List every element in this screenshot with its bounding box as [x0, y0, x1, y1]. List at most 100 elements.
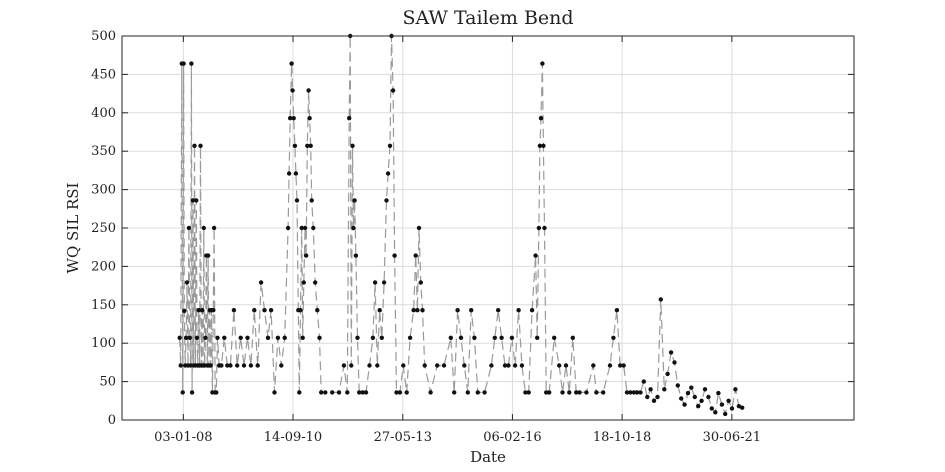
data-point [465, 390, 470, 395]
data-point [208, 363, 213, 368]
data-point [255, 363, 260, 368]
data-point [248, 363, 254, 368]
data-point [533, 253, 538, 258]
y-tick-label: 100 [91, 336, 116, 351]
data-point [411, 308, 416, 313]
data-point [390, 88, 396, 93]
y-tick-label: 500 [91, 29, 116, 44]
data-point [300, 335, 305, 340]
data-point [523, 390, 528, 395]
data-point [293, 171, 299, 176]
data-point [462, 363, 467, 368]
data-point [372, 280, 378, 285]
data-point [502, 363, 508, 368]
data-point [552, 335, 557, 340]
data-point [355, 335, 360, 340]
data-point [282, 335, 287, 340]
data-point [289, 61, 294, 66]
data-point [187, 335, 192, 340]
y-tick-label: 0 [108, 413, 116, 428]
data-point [363, 390, 369, 395]
data-point [601, 390, 606, 395]
data-point [655, 394, 660, 400]
chart-title: SAW Tailem Bend [402, 7, 573, 29]
data-point [307, 116, 312, 121]
data-point [689, 385, 694, 390]
data-point [214, 390, 219, 395]
data-point [252, 308, 257, 313]
data-point [275, 335, 281, 340]
data-point [638, 390, 643, 395]
data-point [384, 198, 389, 203]
data-point [265, 335, 271, 340]
data-point [352, 198, 357, 203]
data-point [542, 225, 547, 231]
y-tick-label: 350 [91, 144, 116, 159]
data-point [729, 406, 735, 411]
data-point [205, 253, 211, 258]
data-point [198, 143, 203, 148]
data-point [302, 225, 308, 231]
x-tick-label: 03-01-08 [154, 430, 212, 445]
data-point [301, 280, 306, 285]
data-point [215, 335, 220, 340]
y-tick-label: 300 [91, 183, 116, 198]
data-point [668, 350, 674, 355]
data-point [211, 308, 216, 313]
data-point [385, 171, 391, 176]
data-point [570, 335, 575, 340]
x-tick-label: 06-02-16 [483, 430, 541, 445]
data-point [428, 390, 433, 395]
data-point [379, 335, 384, 340]
data-point [713, 410, 718, 415]
data-point [351, 225, 356, 231]
data-point [288, 116, 293, 121]
data-point [341, 363, 347, 368]
data-point [299, 225, 304, 231]
data-point [560, 390, 565, 395]
data-point [311, 225, 316, 231]
data-point [225, 363, 230, 368]
data-point [303, 253, 309, 258]
data-point [709, 406, 714, 411]
data-point [420, 308, 425, 313]
data-point [357, 390, 362, 395]
data-point [557, 363, 562, 368]
data-point [492, 335, 497, 340]
data-point [535, 335, 540, 340]
x-tick-label: 18-10-18 [593, 430, 651, 445]
data-point [262, 308, 267, 313]
data-point [203, 335, 208, 340]
data-point [323, 390, 328, 395]
data-point [353, 253, 359, 258]
data-point [489, 363, 494, 368]
data-point [392, 253, 397, 258]
data-point [178, 363, 183, 368]
data-point [699, 398, 704, 403]
data-point [702, 387, 708, 392]
data-point [194, 198, 199, 203]
data-point [645, 394, 650, 400]
y-tick-label: 200 [91, 259, 116, 274]
y-tick-label: 450 [91, 67, 116, 82]
data-point [618, 363, 623, 368]
data-point [189, 390, 195, 395]
data-point [317, 335, 322, 340]
data-point [455, 308, 460, 313]
data-point [186, 225, 192, 231]
data-point [241, 363, 247, 368]
data-point [567, 390, 572, 395]
data-point [347, 116, 352, 121]
data-point [692, 394, 697, 400]
data-point [349, 363, 354, 368]
data-point [291, 116, 296, 121]
data-point [219, 363, 224, 368]
data-point [458, 335, 464, 340]
data-point [675, 383, 680, 388]
data-point [360, 390, 365, 395]
data-point [641, 379, 646, 384]
data-point [375, 363, 380, 368]
data-point [651, 398, 657, 403]
data-point [181, 61, 186, 66]
data-point [512, 363, 518, 368]
